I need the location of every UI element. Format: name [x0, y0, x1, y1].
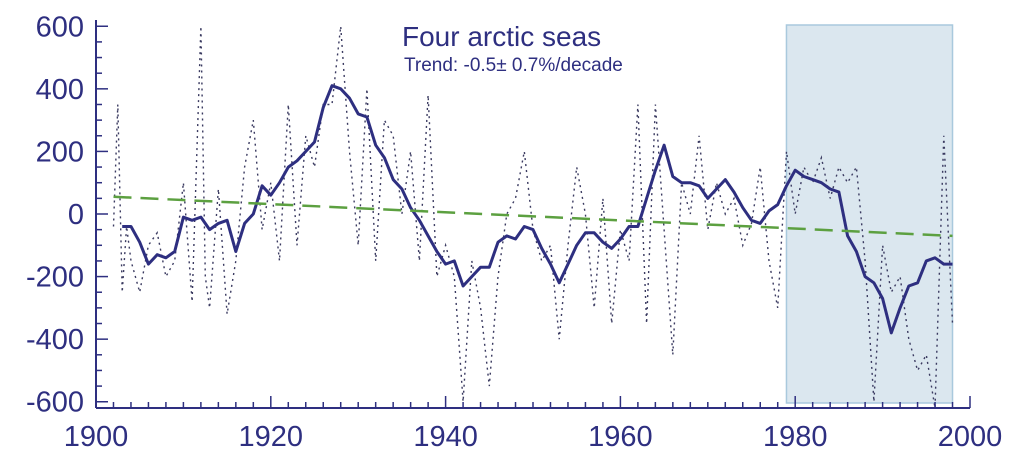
chart-subtitle: Trend: -0.5± 0.7%/decade	[404, 55, 623, 76]
smoothed-values-line	[122, 84, 953, 335]
y-tick-label: 600	[36, 11, 84, 43]
y-tick-label: -400	[26, 324, 84, 356]
axes: 1900 1920 1940 1960 1980 2000 6004002000-200-…	[26, 11, 1002, 453]
x-tick-label: 2000	[938, 421, 1003, 453]
x-tick-label: 1960	[588, 421, 653, 453]
y-tick-label: 0	[68, 199, 84, 231]
x-tick-label: 1940	[413, 421, 478, 453]
y-ticks: 600 400 200 0 -200 -400 -600	[26, 11, 108, 419]
x-ticks: 1900 1920 1940 1960 1980 2000	[64, 396, 1003, 453]
trend-line	[113, 195, 953, 238]
series-layer	[112, 26, 954, 409]
highlight-region	[785, 24, 954, 404]
x-tick-label: 1920	[239, 421, 304, 453]
y-tick-label: 400	[36, 74, 84, 106]
plot-background	[785, 24, 954, 404]
y-tick-label: -600	[26, 387, 84, 419]
x-tick-label: 1980	[763, 421, 828, 453]
chart-title: Four arctic seas	[402, 21, 601, 52]
x-tick-label: 1900	[64, 421, 129, 453]
y-tick-label: 200	[36, 136, 84, 168]
y-tick-label: -200	[26, 262, 84, 294]
